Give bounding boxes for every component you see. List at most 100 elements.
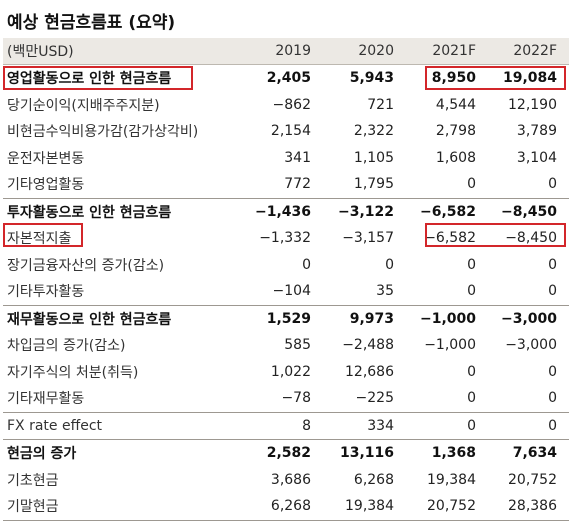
table-row: 현금의 증가 2,582 13,116 1,368 7,634 — [3, 439, 569, 467]
row-value: 1,368 — [406, 439, 488, 467]
table-row: 기타영업활동 772 1,795 0 0 — [3, 171, 569, 198]
row-label: 당기순이익(지배주주지분) — [7, 97, 160, 114]
table-row: 자본적지출 −1,332 −3,157 −6,582 −8,450 — [3, 225, 569, 252]
row-value: 8 — [239, 411, 323, 440]
row-value: 8,950 — [431, 70, 476, 87]
table-row: 기타재무활동 −78 −225 0 0 — [3, 385, 569, 412]
row-label: 기말현금 — [3, 493, 239, 521]
row-value: 3,686 — [270, 471, 311, 488]
row-value: −2,488 — [342, 337, 394, 354]
table-row: 투자활동으로 인한 현금흐름 −1,436 −3,122 −6,582 −8,450 — [3, 197, 569, 225]
row-value: 772 — [284, 176, 311, 193]
row-value: 13,116 — [323, 439, 406, 467]
row-value: 5,943 — [349, 70, 394, 87]
row-value: 0 — [406, 411, 488, 440]
row-label: FX rate effect — [3, 411, 239, 440]
row-value: 585 — [284, 337, 311, 354]
header-2019: 2019 — [239, 38, 323, 65]
row-label: 자본적지출 — [7, 231, 72, 248]
row-value: 0 — [385, 256, 394, 273]
row-label: 재무활동으로 인한 현금흐름 — [3, 304, 239, 332]
row-label: 현금의 증가 — [3, 439, 239, 467]
row-value: 19,384 — [427, 471, 476, 488]
row-value: −1,000 — [424, 337, 476, 354]
table-row: 운전자본변동 341 1,105 1,608 3,104 — [3, 145, 569, 172]
row-value: 4,544 — [435, 96, 476, 113]
row-value: 12,190 — [508, 96, 557, 113]
header-2021f: 2021F — [406, 38, 488, 65]
header-row: (백만USD) 2019 2020 2021F 2022F — [3, 38, 569, 65]
row-value: 19,084 — [502, 70, 557, 87]
row-value: 0 — [467, 283, 476, 300]
row-value: 20,752 — [406, 493, 488, 521]
row-value: −3,122 — [323, 197, 406, 225]
row-value: −78 — [281, 390, 311, 407]
header-2020: 2020 — [323, 38, 406, 65]
row-label: 자기주식의 처분(취득) — [7, 364, 139, 381]
table-row: 기초현금 3,686 6,268 19,384 20,752 — [3, 467, 569, 494]
row-value: −8,450 — [505, 230, 557, 247]
table-row: 기말현금 6,268 19,384 20,752 28,386 — [3, 493, 569, 521]
row-value: 0 — [488, 411, 569, 440]
row-value: −1,000 — [406, 304, 488, 332]
table-row: 장기금융자산의 증가(감소) 0 0 0 0 — [3, 252, 569, 279]
row-value: −862 — [272, 96, 311, 113]
row-value: 0 — [548, 363, 557, 380]
row-value: 0 — [467, 363, 476, 380]
row-value: 1,795 — [353, 176, 394, 193]
row-label: 차입금의 증가(감소) — [7, 338, 126, 355]
row-value: −3,000 — [505, 337, 557, 354]
row-value: −6,582 — [424, 230, 476, 247]
header-unit: (백만USD) — [3, 38, 239, 65]
row-value: −225 — [355, 390, 394, 407]
row-value: −104 — [272, 283, 311, 300]
row-value: 0 — [548, 176, 557, 193]
row-value: 0 — [548, 390, 557, 407]
row-value: 334 — [323, 411, 406, 440]
row-label: 운전자본변동 — [7, 150, 85, 167]
row-value: 1,608 — [435, 149, 476, 166]
row-value: 0 — [467, 390, 476, 407]
row-value: 721 — [367, 96, 394, 113]
row-label: 장기금융자산의 증가(감소) — [7, 257, 165, 274]
row-label: 기타재무활동 — [7, 391, 85, 408]
table-row: 비현금수익비용가감(감가상각비) 2,154 2,322 2,798 3,789 — [3, 118, 569, 145]
row-value: 341 — [284, 149, 311, 166]
row-value: 0 — [548, 256, 557, 273]
row-label: 영업활동으로 인한 현금흐름 — [7, 71, 172, 88]
row-value: −1,332 — [259, 230, 311, 247]
cashflow-table: (백만USD) 2019 2020 2021F 2022F 영업활동으로 인한 … — [3, 38, 569, 521]
row-value: −3,000 — [488, 304, 569, 332]
table-row: 차입금의 증가(감소) 585 −2,488 −1,000 −3,000 — [3, 332, 569, 359]
header-2022f: 2022F — [488, 38, 569, 65]
row-value: 3,104 — [516, 149, 557, 166]
table-row: 당기순이익(지배주주지분) −862 721 4,544 12,190 — [3, 92, 569, 119]
row-value: −1,436 — [239, 197, 323, 225]
page-title: 예상 현금흐름표 (요약) — [7, 13, 176, 33]
row-value: −3,157 — [342, 230, 394, 247]
row-value: 2,798 — [435, 123, 476, 140]
row-label: 기타영업활동 — [7, 177, 85, 194]
row-value: 20,752 — [508, 471, 557, 488]
row-value: 35 — [376, 283, 394, 300]
row-value: 1,105 — [353, 149, 394, 166]
row-value: 2,154 — [270, 123, 311, 140]
row-value: 0 — [548, 283, 557, 300]
row-value: 0 — [467, 176, 476, 193]
row-value: 2,405 — [266, 70, 311, 87]
row-value: 7,634 — [488, 439, 569, 467]
row-label: 기초현금 — [7, 472, 59, 489]
row-label: 비현금수익비용가감(감가상각비) — [7, 124, 199, 141]
row-value: 9,973 — [323, 304, 406, 332]
row-value: 6,268 — [239, 493, 323, 521]
row-value: −6,582 — [406, 197, 488, 225]
row-value: 6,268 — [353, 471, 394, 488]
row-value: 1,022 — [270, 363, 311, 380]
row-value: 3,789 — [516, 123, 557, 140]
table-row: 영업활동으로 인한 현금흐름 2,405 5,943 8,950 19,084 — [3, 65, 569, 92]
table-row: FX rate effect 8 334 0 0 — [3, 411, 569, 440]
table-row: 자기주식의 처분(취득) 1,022 12,686 0 0 — [3, 359, 569, 386]
table-row: 재무활동으로 인한 현금흐름 1,529 9,973 −1,000 −3,000 — [3, 304, 569, 332]
row-label: 기타투자활동 — [7, 284, 85, 301]
row-value: 1,529 — [239, 304, 323, 332]
